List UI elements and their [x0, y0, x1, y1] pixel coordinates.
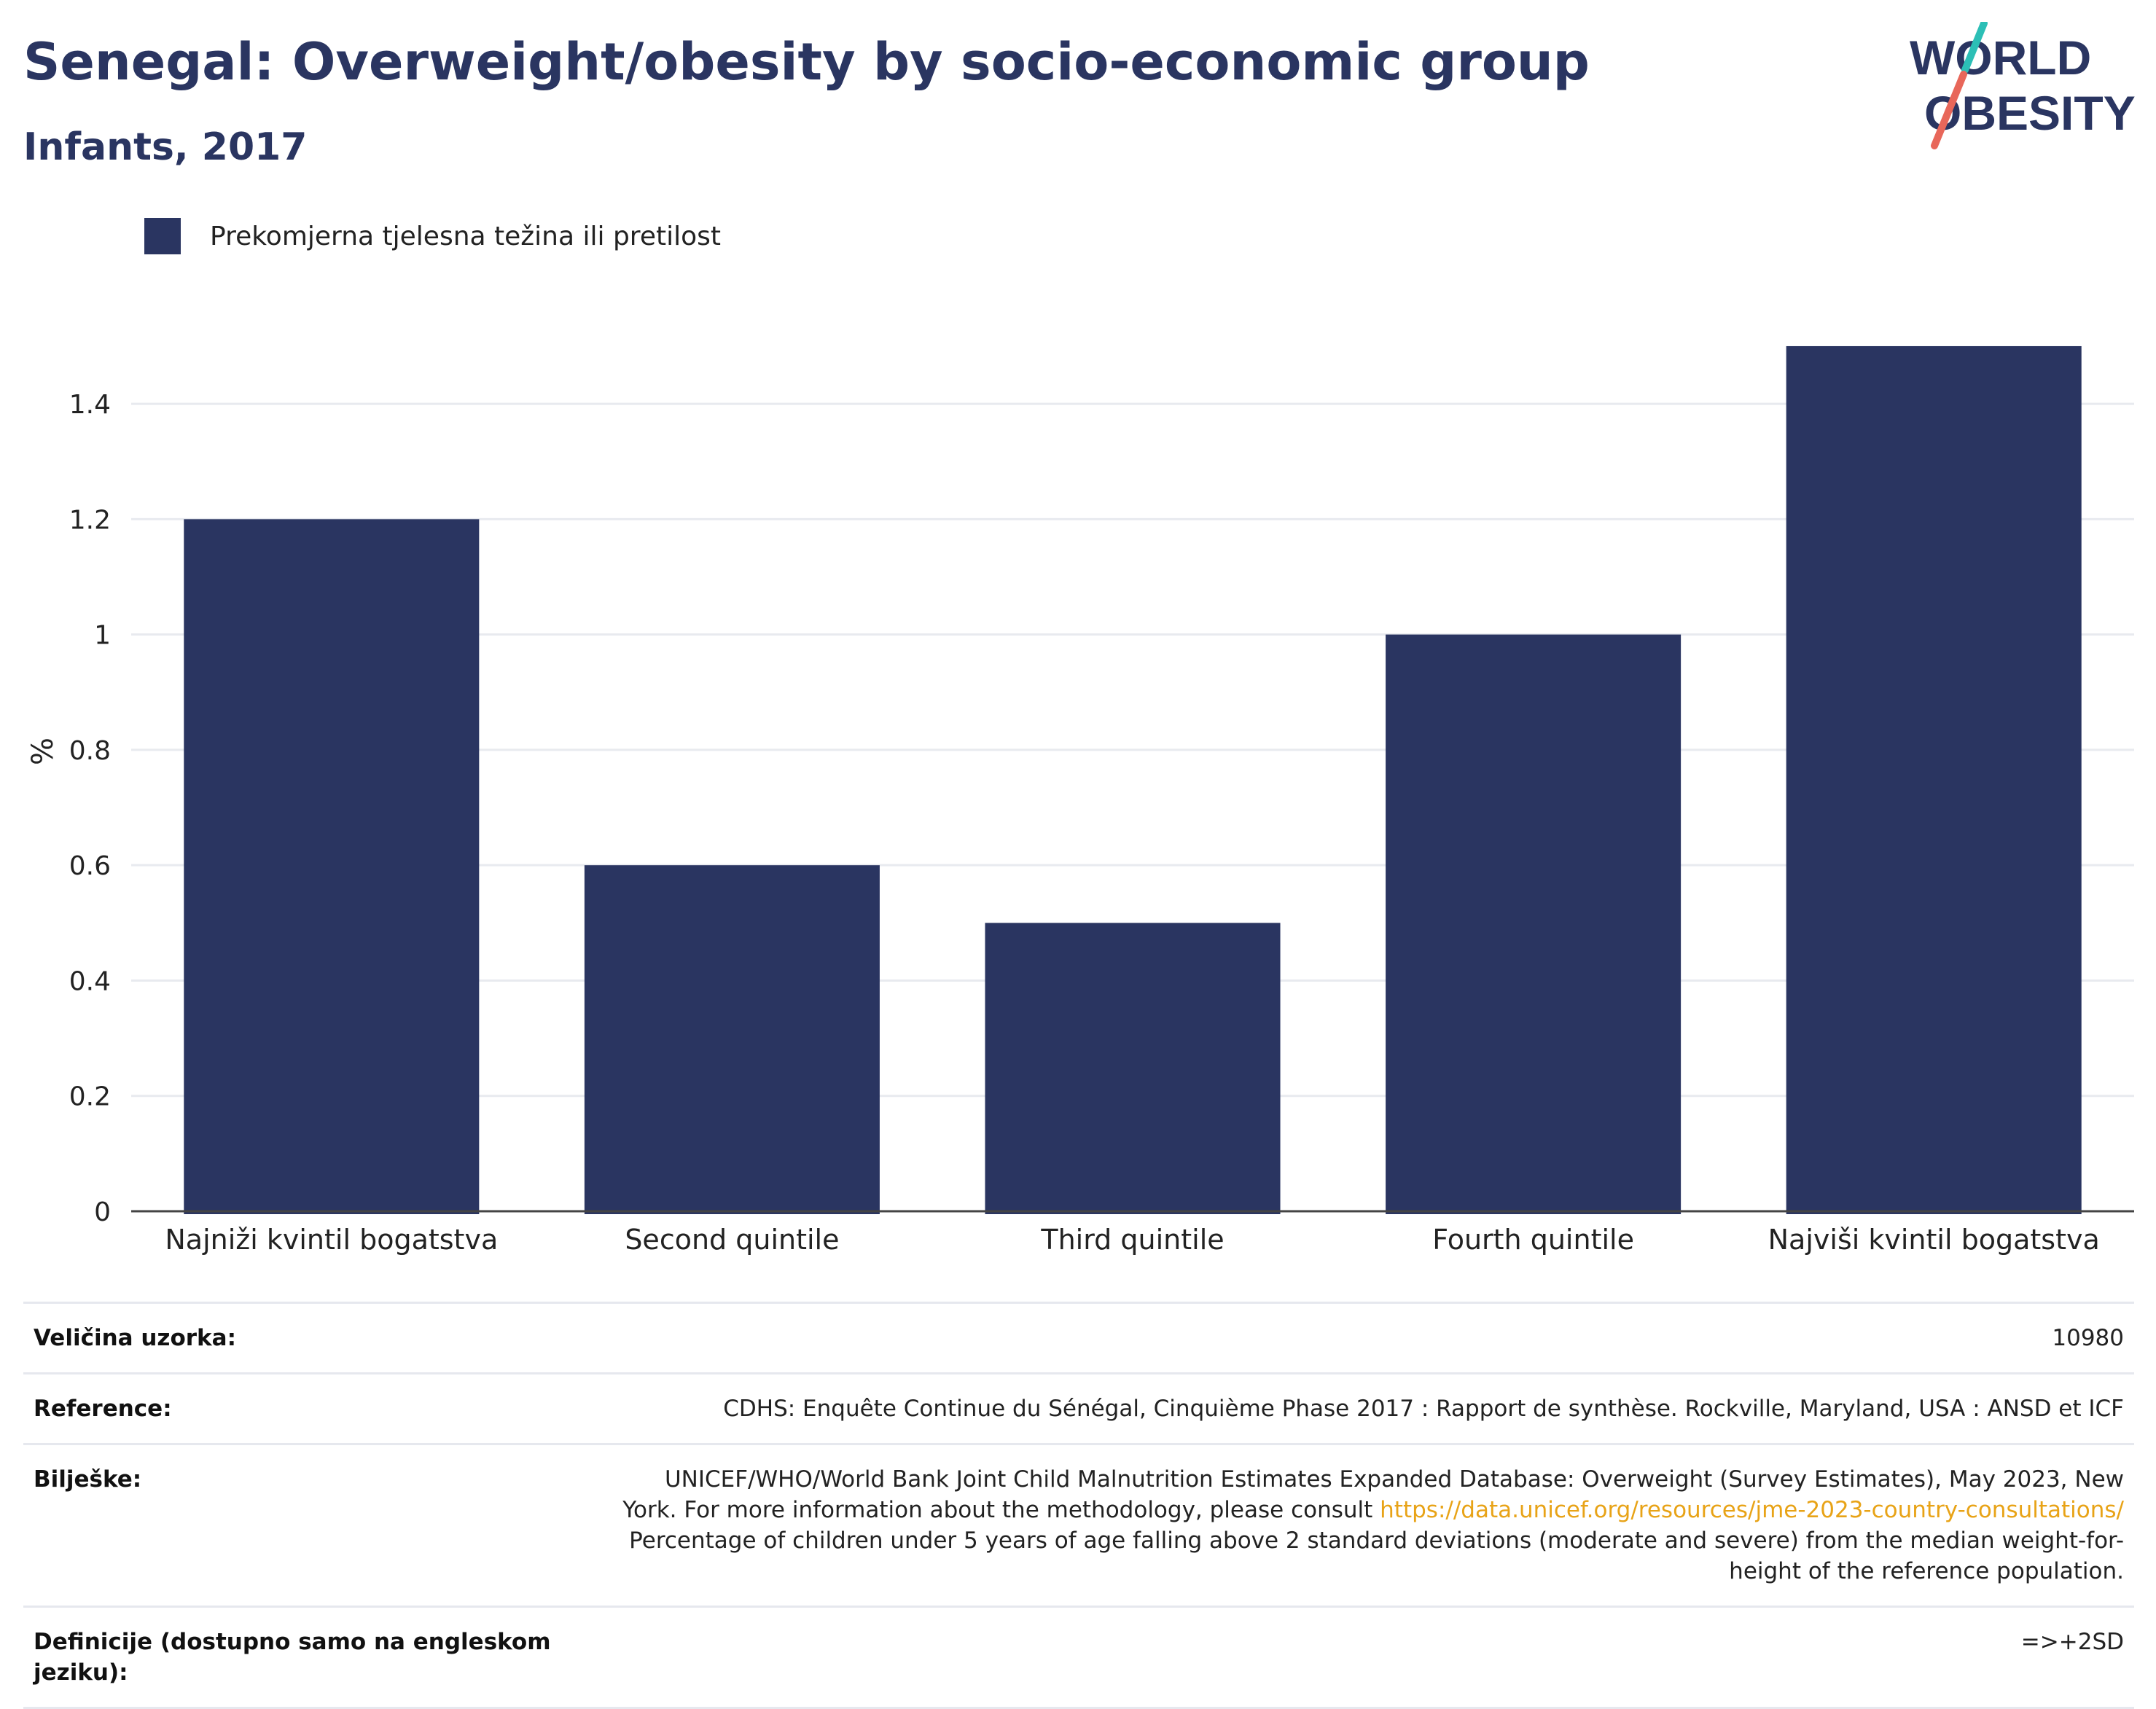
- definitions-value: =>+2SD: [2020, 1629, 2124, 1655]
- legend-label: Prekomjerna tjelesna težina ili pretilos…: [210, 221, 721, 251]
- chart-legend: Prekomjerna tjelesna težina ili pretilos…: [144, 216, 721, 257]
- bar: [1786, 345, 2082, 1215]
- logo-line2: OBESITY: [1924, 86, 2136, 140]
- bar-chart: 0 0.2 0.4 0.6 0.8 1 1.2 1.4 Najniži kvintil boga…: [26, 345, 2134, 1256]
- sample-size-value: 10980: [2052, 1325, 2124, 1351]
- y-tick-label: 0.2: [69, 1082, 111, 1112]
- x-tick-label: Third quintile: [1040, 1224, 1224, 1256]
- sample-size-row: Veličina uzorka: 10980: [23, 1302, 2134, 1372]
- y-tick-label: 1: [94, 621, 111, 651]
- legend-swatch: [144, 218, 181, 254]
- logo-line1: WORLD: [1910, 31, 2091, 85]
- logo-slash-bottom: [1931, 71, 1967, 149]
- x-tick-label: Najniži kvintil bogatstva: [165, 1224, 498, 1256]
- logo-slash-top: [1961, 22, 1988, 74]
- notes-label: Bilješke:: [34, 1466, 142, 1493]
- y-axis-title: %: [26, 738, 60, 765]
- definitions-label: Definicije (dostupno samo na engleskom j…: [34, 1629, 551, 1686]
- chart-subtitle: Infants, 2017: [23, 125, 308, 169]
- notes-text: UNICEF/WHO/World Bank Joint Child Malnut…: [622, 1466, 2124, 1523]
- notes-row: Bilješke: UNICEF/WHO/World Bank Joint Ch…: [23, 1443, 2134, 1606]
- notes-link[interactable]: https://data.unicef.org/resources/jme-20…: [1380, 1497, 2124, 1523]
- sample-size-label: Veličina uzorka:: [34, 1325, 236, 1351]
- x-tick-label: Najviši kvintil bogatstva: [1768, 1224, 2100, 1256]
- y-tick-label: 1.4: [69, 390, 111, 420]
- y-tick-label: 0.6: [69, 851, 111, 881]
- bar: [584, 865, 880, 1214]
- bar: [985, 923, 1281, 1214]
- reference-value: CDHS: Enquête Continue du Sénégal, Cinqu…: [723, 1396, 2124, 1422]
- y-tick-label: 1.2: [69, 505, 111, 535]
- x-tick-label: Fourth quintile: [1432, 1224, 1634, 1256]
- bar: [184, 519, 480, 1214]
- reference-label: Reference:: [34, 1396, 172, 1422]
- notes-definition-text: Percentage of children under 5 years of …: [629, 1528, 2124, 1584]
- notes-value: UNICEF/WHO/World Bank Joint Child Malnut…: [608, 1464, 2124, 1587]
- info-table: Veličina uzorka: 10980 Reference: CDHS: …: [23, 1302, 2134, 1709]
- y-tick-label: 0: [94, 1197, 111, 1227]
- bar: [1386, 634, 1682, 1214]
- definitions-row: Definicije (dostupno samo na engleskom j…: [23, 1606, 2134, 1709]
- chart-title: Senegal: Overweight/obesity by socio-eco…: [23, 32, 1590, 92]
- x-tick-label: Second quintile: [625, 1224, 839, 1256]
- world-obesity-logo: WORLD OBESITY: [1910, 22, 2136, 149]
- y-tick-label: 0.4: [69, 966, 111, 996]
- y-tick-label: 0.8: [69, 736, 111, 766]
- reference-row: Reference: CDHS: Enquête Continue du Sén…: [23, 1372, 2134, 1443]
